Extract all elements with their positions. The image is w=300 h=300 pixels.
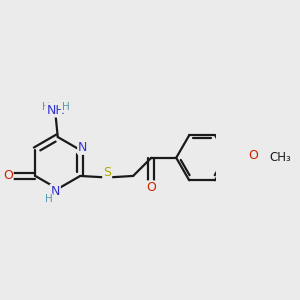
Text: S: S xyxy=(103,166,111,179)
Text: H: H xyxy=(62,102,69,112)
Text: CH₃: CH₃ xyxy=(269,151,291,164)
Text: NH: NH xyxy=(46,103,65,116)
Text: N: N xyxy=(50,185,60,198)
Text: O: O xyxy=(3,169,13,182)
Text: H: H xyxy=(42,102,50,112)
Text: O: O xyxy=(146,182,156,194)
Text: O: O xyxy=(248,149,258,162)
Text: H: H xyxy=(44,194,52,204)
Text: N: N xyxy=(78,141,88,154)
